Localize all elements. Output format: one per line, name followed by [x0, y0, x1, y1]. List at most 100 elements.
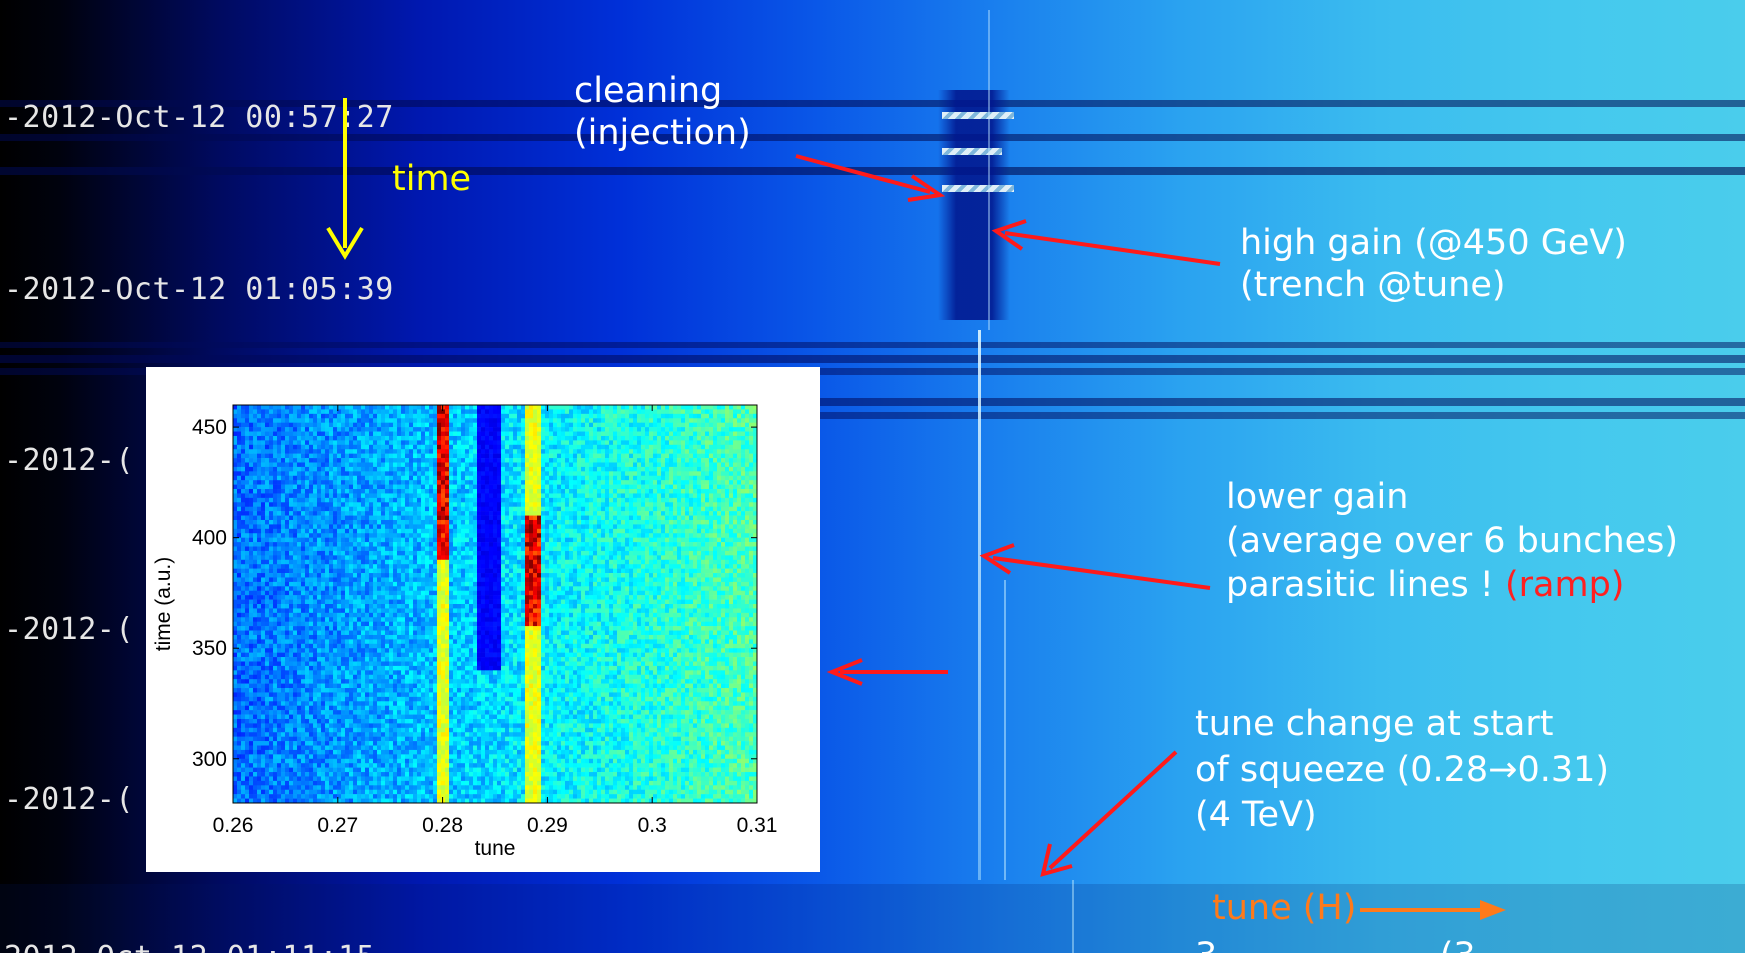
- heatmap-cell: [293, 550, 298, 556]
- heatmap-cell: [609, 422, 614, 428]
- heatmap-cell: [585, 533, 590, 538]
- heatmap-cell: [593, 435, 598, 441]
- heatmap-cell: [593, 568, 598, 574]
- heatmap-cell: [565, 427, 570, 432]
- heatmap-cell: [481, 546, 486, 552]
- heatmap-cell: [701, 453, 706, 459]
- heatmap-cell: [277, 453, 282, 459]
- heatmap-cell: [737, 431, 742, 437]
- heatmap-cell: [477, 493, 482, 499]
- heatmap-cell: [461, 515, 466, 521]
- heatmap-cell: [337, 449, 342, 454]
- heatmap-cell: [405, 431, 410, 437]
- heatmap-cell: [613, 435, 618, 441]
- heatmap-cell: [537, 475, 542, 481]
- heatmap-cell: [233, 405, 238, 410]
- heatmap-cell: [645, 449, 650, 454]
- heatmap-cell: [637, 511, 642, 516]
- heatmap-cell: [489, 440, 494, 446]
- heatmap-cell: [357, 484, 362, 490]
- tune-line: [978, 330, 981, 880]
- heatmap-cell: [625, 489, 630, 494]
- heatmap-cell: [277, 422, 282, 428]
- heatmap-cell: [569, 546, 574, 552]
- heatmap-cell: [293, 537, 298, 543]
- heatmap-cell: [233, 413, 238, 419]
- heatmap-cell: [545, 568, 550, 574]
- heatmap-cell: [577, 405, 582, 410]
- heatmap-cell: [549, 497, 554, 503]
- lower-gain-line2: (average over 6 bunches): [1226, 520, 1679, 561]
- heatmap-cell: [253, 453, 258, 459]
- heatmap-cell: [625, 511, 630, 516]
- heatmap-cell: [461, 528, 466, 534]
- heatmap-cell: [373, 471, 378, 477]
- heatmap-cell: [729, 453, 734, 459]
- heatmap-cell: [393, 555, 398, 561]
- heatmap-cell: [253, 542, 258, 547]
- heatmap-cell: [469, 528, 474, 534]
- heatmap-cell: [261, 440, 266, 446]
- heatmap-cell: [721, 564, 726, 569]
- heatmap-cell: [429, 462, 434, 468]
- heatmap-cell: [301, 489, 306, 494]
- heatmap-cell: [673, 440, 678, 446]
- heatmap-cell: [489, 555, 494, 561]
- heatmap-cell: [517, 484, 522, 490]
- heatmap-cell: [493, 480, 498, 485]
- heatmap-cell: [601, 519, 606, 525]
- heatmap-cell: [589, 533, 594, 538]
- heatmap-cell: [397, 497, 402, 503]
- heatmap-cell: [673, 515, 678, 521]
- heatmap-cell: [657, 440, 662, 446]
- heatmap-cell: [649, 413, 654, 419]
- heatmap-cell: [685, 519, 690, 525]
- heatmap-cell: [661, 564, 666, 569]
- heatmap-cell: [749, 431, 754, 437]
- heatmap-cell: [505, 546, 510, 552]
- heatmap-cell: [349, 515, 354, 521]
- heatmap-cell: [549, 475, 554, 481]
- heatmap-cell: [501, 506, 506, 512]
- heatmap-cell: [393, 511, 398, 516]
- heatmap-cell: [277, 440, 282, 446]
- heatmap-cell: [697, 506, 702, 512]
- heatmap-cell: [577, 462, 582, 468]
- heatmap-cell: [329, 466, 334, 472]
- heatmap-cell: [637, 480, 642, 485]
- heatmap-cell: [497, 515, 502, 521]
- heatmap-cell: [285, 405, 290, 410]
- heatmap-cell: [301, 502, 306, 508]
- heatmap-cell: [397, 519, 402, 525]
- heatmap-cell: [405, 502, 410, 508]
- heatmap-cell: [629, 542, 634, 547]
- heatmap-cell: [265, 458, 270, 463]
- heatmap-cell: [493, 462, 498, 468]
- heatmap-cell: [629, 564, 634, 569]
- heatmap-cell: [553, 542, 558, 547]
- heatmap-cell: [669, 542, 674, 547]
- heatmap-cell: [389, 480, 394, 485]
- heatmap-cell: [457, 431, 462, 437]
- heatmap-cell: [741, 449, 746, 454]
- heatmap-cell: [285, 471, 290, 477]
- heatmap-cell: [709, 493, 714, 499]
- heatmap-cell: [645, 475, 650, 481]
- heatmap-cell: [465, 475, 470, 481]
- heatmap-cell: [313, 444, 318, 450]
- heatmap-cell: [589, 489, 594, 494]
- heatmap-cell: [289, 515, 294, 521]
- cleaning-mark: [942, 148, 1002, 155]
- heatmap-cell: [245, 515, 250, 521]
- heatmap-cell: [289, 458, 294, 463]
- heatmap-cell: [265, 427, 270, 432]
- heatmap-cell: [289, 559, 294, 565]
- heatmap-cell: [289, 409, 294, 415]
- heatmap-cell: [521, 480, 526, 485]
- heatmap-cell: [625, 559, 630, 565]
- heatmap-cell: [693, 497, 698, 503]
- heatmap-cell: [633, 511, 638, 516]
- heatmap-cell: [729, 555, 734, 561]
- heatmap-cell: [265, 449, 270, 454]
- heatmap-cell: [381, 564, 386, 569]
